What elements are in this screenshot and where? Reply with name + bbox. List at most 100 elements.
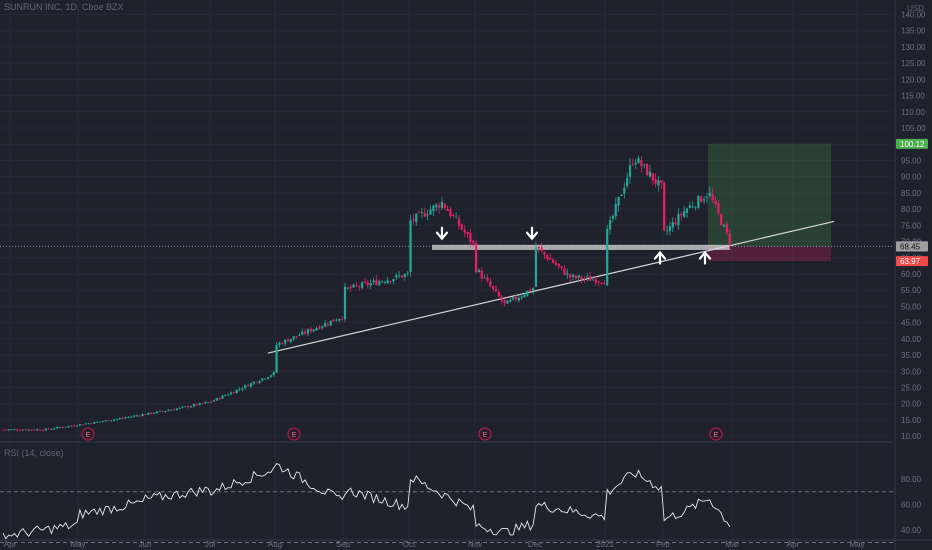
price-tick-label: 105.00 xyxy=(901,124,926,133)
candle xyxy=(694,205,697,211)
candle xyxy=(335,318,338,322)
candle-body xyxy=(423,212,426,217)
candle-body xyxy=(212,400,215,402)
candle-body xyxy=(341,318,344,320)
candle-body xyxy=(560,266,563,268)
candle xyxy=(135,414,139,417)
candle-body xyxy=(286,339,290,342)
candle-body xyxy=(178,407,181,409)
candle xyxy=(363,277,367,284)
candle xyxy=(281,341,284,345)
candle xyxy=(494,285,498,293)
candle-body xyxy=(195,404,198,406)
candle xyxy=(375,275,378,286)
candle xyxy=(523,293,526,299)
candle-body xyxy=(58,427,62,429)
candle xyxy=(617,196,620,212)
candle xyxy=(449,207,452,219)
candle-body xyxy=(201,403,204,404)
candle xyxy=(569,273,572,283)
candle-body xyxy=(383,282,386,284)
candle-body xyxy=(466,232,469,235)
candle-body xyxy=(232,392,235,394)
candle xyxy=(323,320,327,327)
price-label-bg xyxy=(896,241,928,252)
candle-body xyxy=(118,418,121,419)
price-tick-label: 115.00 xyxy=(901,92,925,101)
candle xyxy=(93,421,96,424)
candle xyxy=(580,275,583,284)
candle xyxy=(158,410,161,412)
arrow-shape xyxy=(435,226,449,241)
candle-body xyxy=(529,289,532,292)
support-zone xyxy=(432,244,730,250)
candle xyxy=(728,229,731,250)
candle xyxy=(343,283,347,323)
candle xyxy=(597,280,600,287)
price-tick-label: 25.00 xyxy=(901,383,922,392)
candle xyxy=(73,424,76,427)
candle-body xyxy=(224,395,227,397)
candle xyxy=(27,429,30,432)
candle xyxy=(685,207,689,219)
candle-body xyxy=(437,205,441,208)
candle xyxy=(631,158,634,167)
candle xyxy=(301,328,304,336)
candle xyxy=(144,413,147,416)
candle-body xyxy=(628,165,632,177)
earnings-circle xyxy=(709,427,723,441)
candle-body xyxy=(358,286,361,288)
candle xyxy=(238,387,241,392)
candle-body xyxy=(375,279,378,285)
candle-body xyxy=(36,429,39,431)
candle-body xyxy=(115,418,119,420)
candle-body xyxy=(167,410,170,412)
candle xyxy=(207,402,210,403)
candle-body xyxy=(457,218,461,226)
candle xyxy=(218,397,221,401)
candle-body xyxy=(415,213,418,223)
candle-body xyxy=(480,270,483,279)
candle-body xyxy=(161,411,164,412)
candle-body xyxy=(623,187,626,194)
price-label-text: 100.12 xyxy=(900,140,925,149)
candle xyxy=(722,224,726,228)
candle xyxy=(600,281,603,286)
candle xyxy=(697,195,700,209)
time-axis: Apr May Jun Jul Aug Sep Oct Nov Dec 2021 Feb Mar Apr… xyxy=(4,540,865,549)
candle xyxy=(110,420,113,422)
candle xyxy=(58,426,62,429)
candle xyxy=(577,274,580,282)
time-tick-label: May xyxy=(70,540,85,549)
candle-body xyxy=(284,339,287,344)
candle xyxy=(554,259,557,266)
candle-body xyxy=(181,406,184,408)
candle xyxy=(651,172,654,186)
candle xyxy=(674,217,677,226)
candle xyxy=(703,195,706,205)
candle xyxy=(517,294,520,303)
candle xyxy=(113,418,116,422)
candle-body xyxy=(172,409,176,411)
candle-body xyxy=(349,287,352,289)
candle xyxy=(38,429,42,431)
candle xyxy=(475,240,478,274)
candle-body xyxy=(355,285,358,286)
candle-body xyxy=(557,263,560,267)
earnings-label: E xyxy=(714,432,719,439)
candle xyxy=(232,391,235,394)
candle xyxy=(98,421,101,423)
candle-body xyxy=(398,275,401,277)
candle-body xyxy=(326,324,329,325)
candle-body xyxy=(204,402,207,404)
candle xyxy=(84,422,87,425)
candle-body xyxy=(278,342,281,345)
candle-body xyxy=(700,197,703,202)
candle xyxy=(606,225,609,287)
candle xyxy=(383,280,386,285)
candle-body xyxy=(512,297,515,300)
candle-body xyxy=(472,240,475,243)
candle-body xyxy=(44,428,47,431)
candle-body xyxy=(76,425,79,427)
